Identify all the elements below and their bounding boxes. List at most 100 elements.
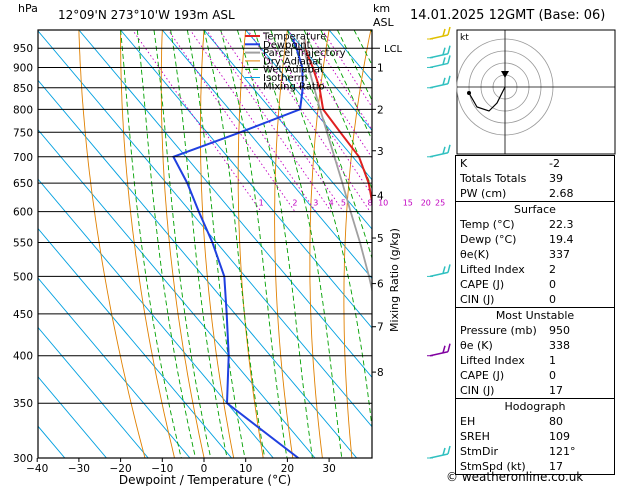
index-value: 109 [549, 430, 570, 443]
index-key: Dewp (°C) [460, 233, 517, 246]
wet-adiabat-line [136, 30, 196, 458]
legend-entry: Dewpoint [263, 40, 311, 51]
index-key: Lifted Index [460, 263, 525, 276]
x-tick-label: −30 [68, 463, 90, 475]
x-tick-label: 0 [201, 463, 208, 475]
dry-adiabat-line [160, 30, 205, 458]
pressure-tick-label: 550 [13, 238, 33, 250]
wet-adiabat-line [236, 30, 313, 458]
isotherm-line [38, 129, 316, 458]
isotherm-line [38, 79, 358, 458]
indices-panel: K -2 Totals Totals 39 PW (cm) 2.68 Surface Temp… [455, 155, 615, 475]
pressure-tick-label: 750 [13, 127, 33, 139]
pressure-tick-label: 950 [13, 43, 33, 55]
wind-barb [427, 445, 451, 459]
index-key: SREH [460, 430, 490, 443]
wet-adiabat-line [336, 30, 372, 102]
wet-adiabat-line [253, 30, 343, 458]
index-value: 1 [549, 354, 556, 367]
x-tick-label: −20 [110, 463, 132, 475]
legend-entry: Mixing Ratio [263, 81, 325, 92]
dry-adiabat-line [199, 30, 235, 458]
mixing-ratio-label: 8 [368, 199, 373, 208]
isotherm-line [245, 30, 372, 181]
mixing-ratio-axis-title: Mixing Ratio (g/kg) [388, 228, 401, 332]
index-value: 0 [549, 278, 556, 291]
index-value: 39 [549, 172, 563, 185]
km-tick-label: 1 [377, 62, 384, 74]
mixing-ratio-label: 1 [259, 199, 264, 208]
pressure-tick-label: 400 [13, 351, 33, 363]
index-row: Pressure (mb) 950 [455, 323, 615, 338]
index-key: EH [460, 415, 476, 428]
hpa-label: hPa [18, 2, 38, 15]
x-axis-title: Dewpoint / Temperature (°C) [119, 473, 291, 486]
km-label: km [373, 2, 391, 15]
pressure-tick-label: 900 [13, 62, 33, 74]
index-key: θe (K) [460, 339, 493, 352]
isotherm-line [286, 30, 372, 131]
index-key: Pressure (mb) [460, 324, 537, 337]
hodograph-trace [468, 86, 506, 112]
pressure-tick-label: 350 [13, 398, 33, 410]
index-value: 17 [549, 384, 563, 397]
index-row: θe (K) 338 [455, 338, 615, 353]
isotherm-line [161, 30, 372, 280]
mixing-ratio-line [247, 30, 371, 212]
index-key: θe(K) [460, 248, 490, 261]
km-tick-label: 2 [377, 104, 384, 116]
index-value: 22.3 [549, 218, 574, 231]
index-value: 338 [549, 339, 570, 352]
index-value: 950 [549, 324, 570, 337]
index-value: 0 [549, 369, 556, 382]
isotherm-line [38, 178, 274, 458]
index-row: CIN (J) 17 [455, 383, 615, 398]
index-value: -2 [549, 157, 560, 170]
wet-adiabat-line [153, 30, 212, 458]
index-row: PW (cm) 2.68 [455, 186, 615, 201]
legend-entry: Wet Adiabat [263, 65, 324, 76]
dry-adiabat-line [343, 30, 372, 458]
index-key: K [460, 157, 468, 170]
index-row: Totals Totals 39 [455, 171, 615, 186]
wind-barb [427, 144, 451, 158]
wind-barb [427, 264, 451, 278]
dry-adiabat-line [409, 13, 459, 483]
isotherm-line [38, 30, 372, 428]
index-key: StmDir [460, 445, 499, 458]
mixing-ratio-label: 25 [435, 199, 445, 208]
index-value: 2 [549, 263, 556, 276]
index-row: StmSpd (kt) 17 [455, 459, 615, 475]
wind-barb [427, 26, 451, 40]
index-row: SREH 109 [455, 429, 615, 444]
dry-adiabat-line [615, 13, 629, 483]
x-tick-label: −10 [151, 463, 173, 475]
isotherm-line [78, 30, 372, 379]
index-value: 0 [549, 293, 556, 306]
legend-entry: Temperature [262, 32, 326, 43]
index-value: 121° [549, 445, 576, 458]
km-tick-label: 6 [377, 279, 384, 291]
isotherm-line [38, 326, 149, 458]
index-key: CIN (J) [460, 293, 495, 306]
dry-adiabat-line [309, 30, 330, 458]
index-row: StmDir 121° [455, 444, 615, 459]
pressure-tick-label: 300 [13, 453, 33, 465]
x-tick-label: 20 [281, 463, 294, 475]
mixing-ratio-line [321, 30, 372, 108]
index-value: 80 [549, 415, 563, 428]
hodograph-frame [456, 29, 616, 155]
mixing-ratio-label: 5 [341, 199, 346, 208]
mixing-ratio-line [167, 30, 296, 212]
index-key: StmSpd (kt) [460, 460, 526, 473]
pressure-tick-label: 800 [13, 104, 33, 116]
datetime-title: 14.01.2025 12GMT (Base: 06) [410, 8, 606, 23]
index-row: CAPE (J) 0 [455, 277, 615, 292]
dry-adiabat-line [274, 30, 294, 458]
x-tick-label: 10 [239, 463, 252, 475]
pressure-tick-label: 650 [13, 178, 33, 190]
mixing-ratio-label: 4 [329, 199, 334, 208]
storm-motion-marker [501, 71, 509, 78]
dry-adiabat-line [78, 30, 146, 458]
plot-frame [37, 29, 373, 459]
